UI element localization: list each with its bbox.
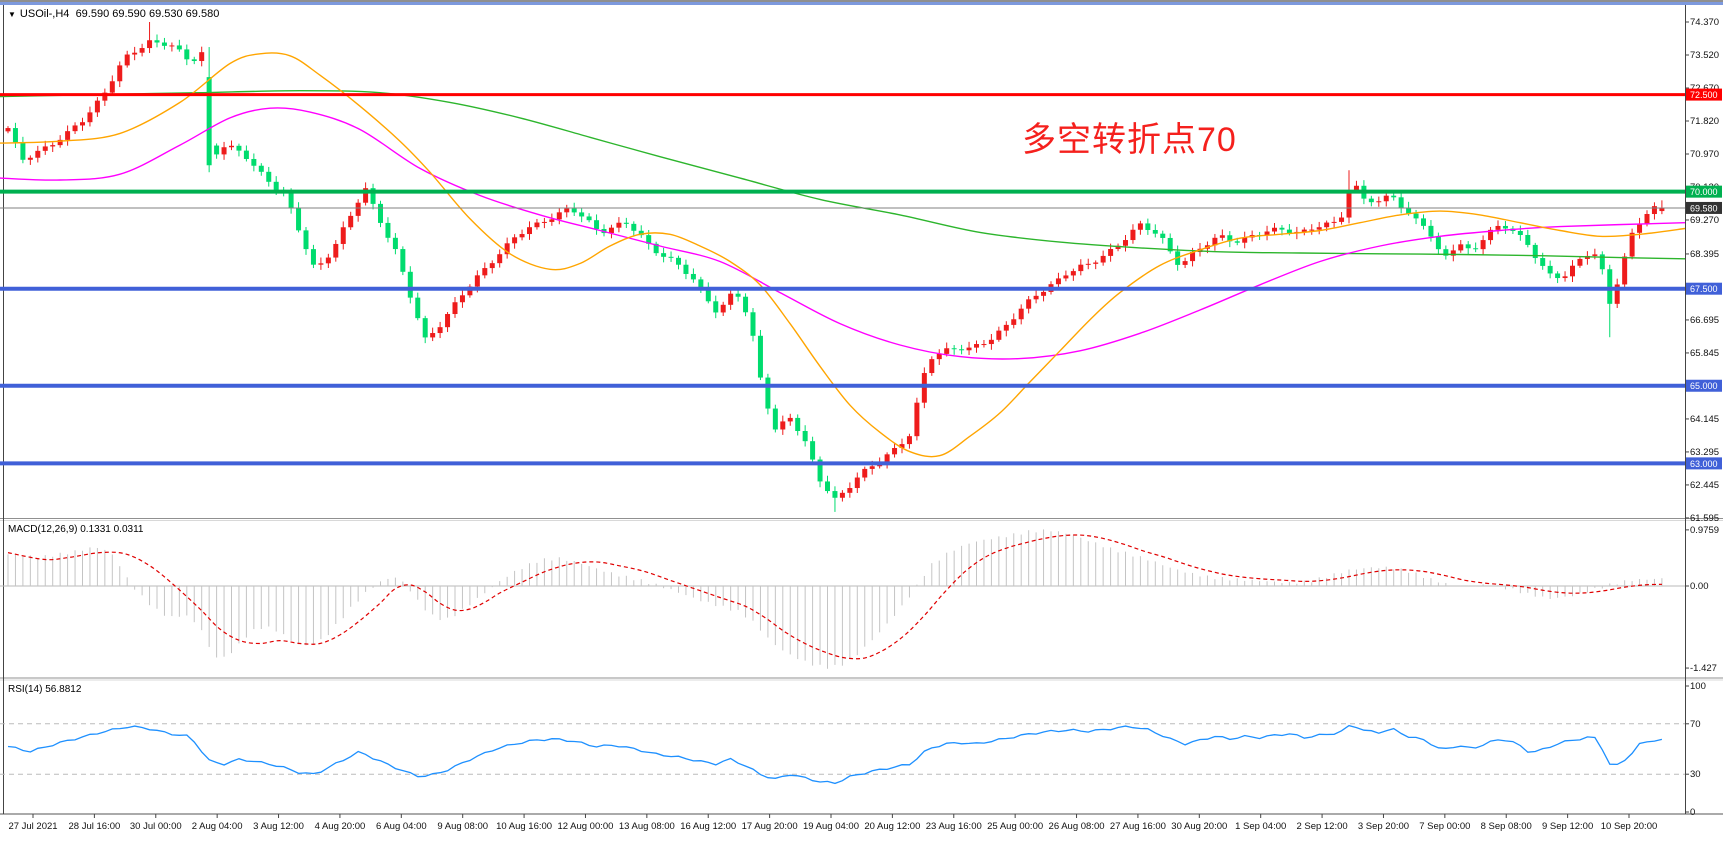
svg-text:65.845: 65.845	[1690, 348, 1719, 359]
svg-text:71.820: 71.820	[1690, 116, 1719, 127]
ma-magenta-line	[0, 107, 1686, 360]
svg-text:13 Aug 08:00: 13 Aug 08:00	[619, 821, 675, 832]
svg-text:19 Aug 04:00: 19 Aug 04:00	[803, 821, 859, 832]
svg-text:16 Aug 12:00: 16 Aug 12:00	[680, 821, 736, 832]
svg-text:69.270: 69.270	[1690, 215, 1719, 226]
price-axis[interactable]: 74.37073.52072.67071.82070.97070.12069.2…	[1685, 17, 1722, 524]
svg-text:30 Aug 20:00: 30 Aug 20:00	[1171, 821, 1227, 832]
ma-green-line	[0, 89, 1686, 260]
svg-text:2 Sep 12:00: 2 Sep 12:00	[1296, 821, 1347, 832]
rsi-pane	[0, 723, 1685, 785]
chart-title: ▼ USOil-,H4 69.590 69.590 69.530 69.580	[8, 8, 219, 20]
macd-signal-line	[7, 534, 1663, 660]
svg-text:12 Aug 00:00: 12 Aug 00:00	[557, 821, 613, 832]
window-top-border	[0, 0, 1723, 2]
svg-text:4 Aug 20:00: 4 Aug 20:00	[315, 821, 366, 832]
candlestick-series	[5, 22, 1665, 512]
svg-text:70.970: 70.970	[1690, 149, 1719, 160]
svg-text:67.500: 67.500	[1690, 284, 1718, 294]
svg-text:70: 70	[1690, 719, 1701, 730]
svg-text:65.000: 65.000	[1690, 381, 1718, 391]
window-title-border	[0, 2, 1723, 5]
svg-text:69.580: 69.580	[1690, 203, 1718, 213]
svg-text:28 Jul 16:00: 28 Jul 16:00	[69, 821, 121, 832]
svg-text:10 Aug 16:00: 10 Aug 16:00	[496, 821, 552, 832]
svg-text:70.000: 70.000	[1690, 187, 1718, 197]
svg-text:30: 30	[1690, 769, 1701, 780]
svg-text:1 Sep 04:00: 1 Sep 04:00	[1235, 821, 1286, 832]
svg-text:9 Aug 08:00: 9 Aug 08:00	[437, 821, 488, 832]
rsi-indicator-label: RSI(14) 56.8812	[8, 684, 82, 695]
horizontal-lines[interactable]	[0, 93, 1685, 466]
macd-pane	[0, 529, 1685, 669]
svg-text:9 Sep 12:00: 9 Sep 12:00	[1542, 821, 1593, 832]
chart-annotation-text[interactable]: 多空转折点70	[1022, 121, 1237, 159]
pane-borders	[0, 5, 1723, 815]
svg-text:3 Sep 20:00: 3 Sep 20:00	[1358, 821, 1409, 832]
time-axis[interactable]: 27 Jul 2021 28 Jul 16:00 30 Jul 00:00 2 Aug…	[8, 814, 1657, 832]
svg-text:10 Sep 20:00: 10 Sep 20:00	[1601, 821, 1658, 832]
svg-text:0.9759: 0.9759	[1690, 525, 1719, 536]
svg-text:17 Aug 20:00: 17 Aug 20:00	[742, 821, 798, 832]
symbol-timeframe-label: USOil-,H4	[19, 8, 70, 20]
svg-text:74.370: 74.370	[1690, 17, 1719, 28]
svg-text:30 Jul 00:00: 30 Jul 00:00	[130, 821, 182, 832]
svg-text:62.445: 62.445	[1690, 480, 1719, 491]
svg-text:6 Aug 04:00: 6 Aug 04:00	[376, 821, 427, 832]
macd-axis[interactable]: 0.9759 0.00 -1.427	[1685, 525, 1719, 674]
macd-indicator-label: MACD(12,26,9) 0.1331 0.0311	[8, 524, 144, 535]
svg-text:100: 100	[1690, 681, 1706, 692]
svg-text:20 Aug 12:00: 20 Aug 12:00	[864, 821, 920, 832]
svg-text:61.595: 61.595	[1690, 513, 1719, 524]
svg-text:27 Jul 2021: 27 Jul 2021	[8, 821, 57, 832]
svg-text:0: 0	[1690, 807, 1695, 818]
svg-text:73.520: 73.520	[1690, 50, 1719, 61]
svg-text:2 Aug 04:00: 2 Aug 04:00	[192, 821, 243, 832]
ohlc-quote-label: 69.590 69.590 69.530 69.580	[75, 8, 220, 20]
svg-text:23 Aug 16:00: 23 Aug 16:00	[926, 821, 982, 832]
svg-text:72.670: 72.670	[1690, 83, 1719, 94]
svg-text:7 Sep 00:00: 7 Sep 00:00	[1419, 821, 1470, 832]
svg-text:0.00: 0.00	[1690, 581, 1709, 592]
svg-text:-1.427: -1.427	[1690, 663, 1717, 674]
svg-text:64.145: 64.145	[1690, 414, 1719, 425]
symbol-dropdown-icon[interactable]: ▼	[8, 10, 16, 19]
svg-text:8 Sep 08:00: 8 Sep 08:00	[1481, 821, 1532, 832]
svg-text:68.395: 68.395	[1690, 249, 1719, 260]
rsi-line	[7, 724, 1663, 785]
svg-text:72.500: 72.500	[1690, 90, 1718, 100]
svg-text:26 Aug 08:00: 26 Aug 08:00	[1049, 821, 1105, 832]
rsi-axis[interactable]: 100 70 30 0	[1685, 681, 1706, 818]
svg-text:63.000: 63.000	[1690, 459, 1718, 469]
svg-text:66.695: 66.695	[1690, 315, 1719, 326]
svg-text:25 Aug 00:00: 25 Aug 00:00	[987, 821, 1043, 832]
svg-text:27 Aug 16:00: 27 Aug 16:00	[1110, 821, 1166, 832]
svg-text:63.295: 63.295	[1690, 447, 1719, 458]
svg-text:3 Aug 12:00: 3 Aug 12:00	[253, 821, 304, 832]
